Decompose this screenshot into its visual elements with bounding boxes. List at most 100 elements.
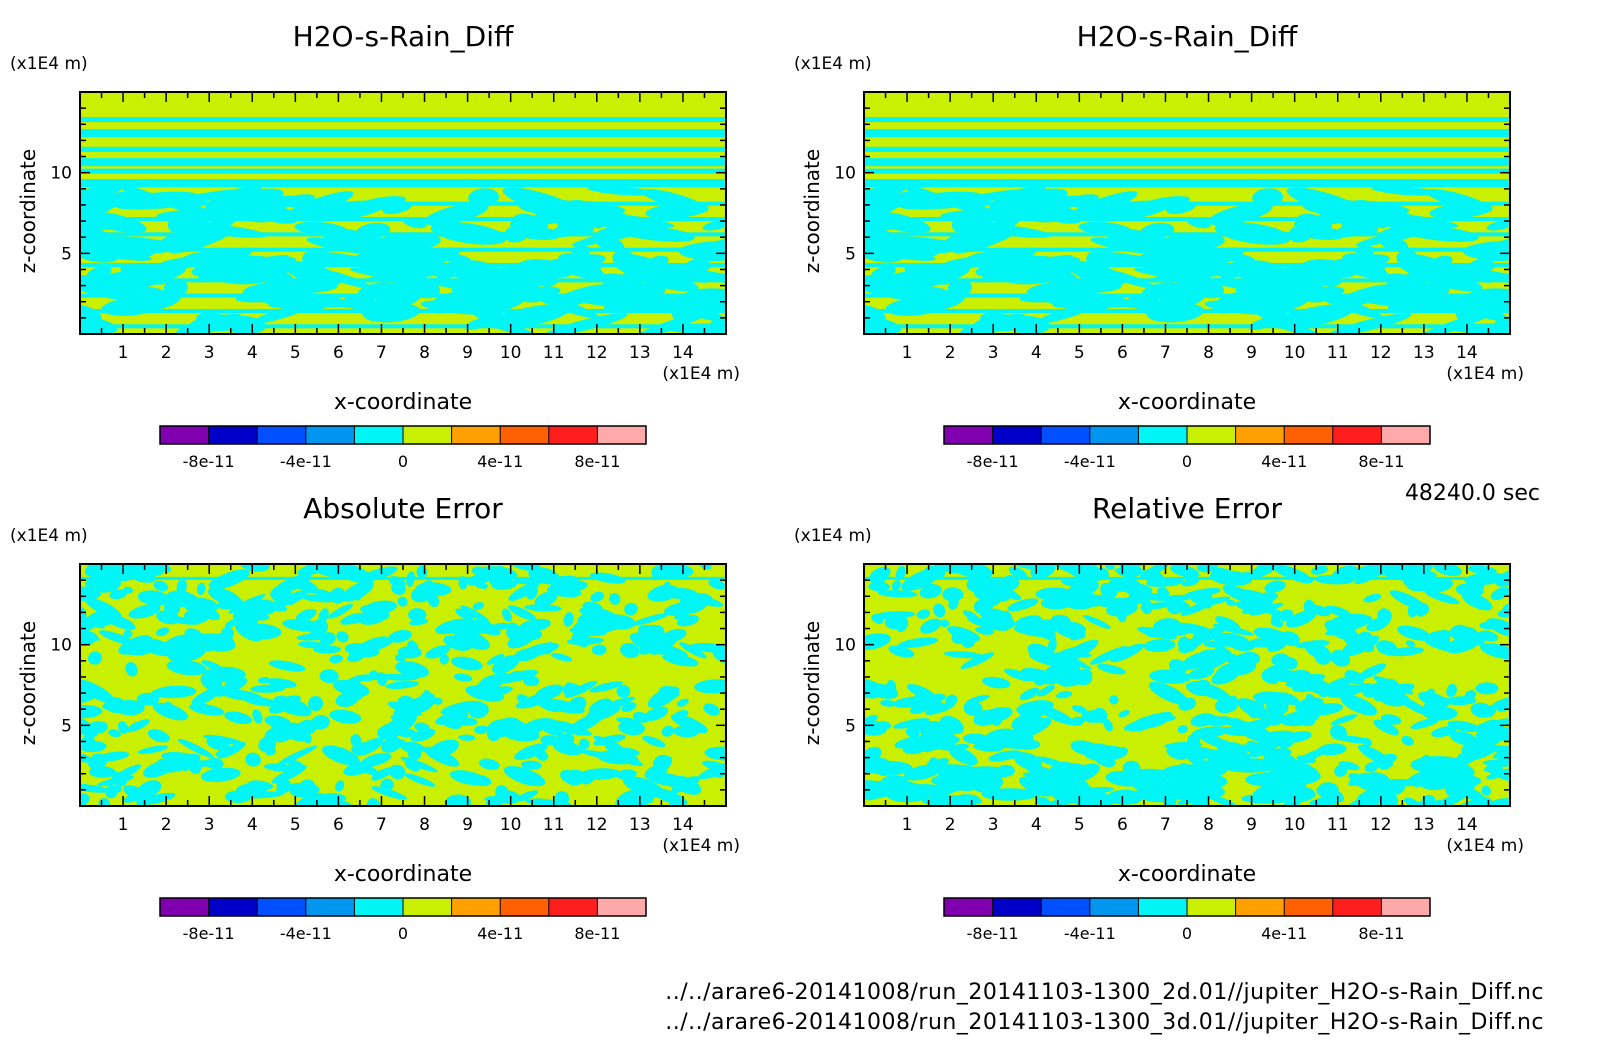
heatmap-cell — [1482, 759, 1510, 767]
heatmap-band — [864, 158, 1510, 167]
heatmap-cell — [1325, 605, 1352, 617]
heatmap-cell — [1109, 695, 1119, 705]
heatmap-cell — [1048, 763, 1092, 781]
x-tick-label: 6 — [1117, 815, 1128, 835]
colorbar-tick-label: -4e-11 — [280, 924, 332, 943]
heatmap-cell — [1078, 221, 1132, 236]
heatmap-cell — [468, 702, 489, 719]
x-tick-label: 12 — [586, 343, 608, 363]
heatmap-cell — [1212, 624, 1254, 636]
y-unit-label: (x1E4 m) — [10, 526, 88, 546]
heatmap-cell — [104, 614, 136, 630]
heatmap-cell — [896, 617, 909, 632]
heatmap-cell — [125, 662, 138, 677]
heatmap-cell — [662, 628, 687, 643]
y-axis-label: z-coordinate — [16, 621, 40, 745]
heatmap-cell — [960, 652, 995, 670]
heatmap-cell — [521, 760, 542, 770]
x-tick-label: 11 — [543, 815, 565, 835]
colorbar-swatch — [1284, 898, 1333, 916]
heatmap-cell — [183, 220, 223, 235]
heatmap-cell — [1340, 217, 1378, 234]
heatmap-cell — [1300, 715, 1316, 727]
heatmap-cell — [1118, 710, 1130, 718]
heatmap-cell — [329, 587, 346, 604]
x-tick-label: 1 — [118, 815, 129, 835]
heatmap-cell — [978, 707, 1012, 727]
heatmap-cell — [703, 703, 720, 716]
heatmap-cell — [1218, 726, 1253, 736]
heatmap-cell — [948, 746, 978, 766]
heatmap-cell — [389, 764, 406, 780]
heatmap-cell — [1170, 564, 1200, 578]
heatmap-cell — [1258, 592, 1278, 602]
heatmap-cell — [423, 746, 460, 767]
heatmap-cell — [80, 704, 103, 719]
heatmap-cell — [1340, 694, 1378, 716]
heatmap-cell — [563, 612, 574, 627]
heatmap-cell — [641, 189, 709, 213]
heatmap-cell — [472, 602, 485, 610]
heatmap-band — [80, 576, 726, 580]
heatmap-cell — [660, 590, 674, 600]
heatmap-cell — [80, 715, 98, 737]
heatmap-cell — [965, 772, 1004, 792]
heatmap-cell — [1077, 673, 1093, 686]
heatmap-cell — [1334, 765, 1348, 777]
heatmap-cell — [1410, 718, 1440, 730]
heatmap-cell — [243, 605, 253, 617]
heatmap-cell — [963, 700, 983, 717]
heatmap-cell — [1095, 567, 1109, 580]
heatmap-cell — [577, 609, 604, 625]
heatmap-cell — [698, 762, 726, 780]
heatmap-cell — [1180, 597, 1220, 616]
y-unit-label: (x1E4 m) — [794, 526, 872, 546]
heatmap-cell — [147, 764, 159, 778]
heatmap-cell — [400, 756, 438, 773]
heatmap-cell — [297, 641, 327, 649]
heatmap-cell — [1469, 299, 1510, 312]
colorbar-swatch — [597, 426, 646, 444]
heatmap-cell — [1188, 666, 1215, 680]
heatmap-cell — [1035, 587, 1074, 601]
heatmap-cell — [566, 637, 605, 645]
heatmap-cell — [189, 703, 225, 716]
heatmap-cell — [1260, 730, 1295, 742]
heatmap-band — [80, 278, 726, 283]
y-tick-label: 5 — [61, 244, 72, 264]
heatmap-cell — [198, 605, 220, 621]
y-axis-label: z-coordinate — [800, 621, 824, 745]
x-tick-label: 8 — [419, 815, 430, 835]
heatmap-band — [864, 576, 1510, 580]
chart-panel-2: H2O-s-Rain_Diff(x1E4 m)1 2 3 4 5 6 7 8 9 10 11 12 13… — [794, 20, 1524, 471]
heatmap-cell — [1426, 578, 1454, 593]
heatmap-cell — [612, 249, 634, 266]
heatmap-cell — [1042, 621, 1058, 631]
heatmap-cell — [1261, 664, 1288, 680]
heatmap-cell — [1373, 719, 1399, 736]
heatmap-cell — [136, 692, 160, 706]
heatmap-cell — [981, 676, 1011, 689]
colorbar-swatch — [403, 426, 452, 444]
heatmap-cell — [276, 778, 292, 794]
heatmap-cell — [1425, 189, 1493, 213]
heatmap-cell — [126, 719, 150, 733]
heatmap-cell — [967, 220, 1007, 235]
heatmap-cell — [137, 590, 170, 606]
chart-title: H2O-s-Rain_Diff — [293, 20, 514, 53]
x-tick-label: 1 — [902, 343, 913, 363]
heatmap-cell — [537, 719, 550, 727]
heatmap-cell — [670, 690, 680, 698]
colorbar-tick-label: 8e-11 — [1358, 924, 1404, 943]
heatmap-cell — [609, 593, 621, 605]
heatmap-cell — [1062, 621, 1086, 634]
heatmap-cell — [108, 729, 122, 738]
heatmap-cell — [624, 770, 637, 779]
heatmap-cell — [672, 709, 689, 720]
colorbar-swatch — [1041, 898, 1090, 916]
heatmap-cell — [1480, 643, 1510, 660]
x-tick-label: 10 — [1284, 815, 1306, 835]
heatmap-cell — [1118, 577, 1145, 596]
heatmap-cell — [318, 608, 329, 624]
x-unit-label: (x1E4 m) — [1446, 836, 1524, 856]
